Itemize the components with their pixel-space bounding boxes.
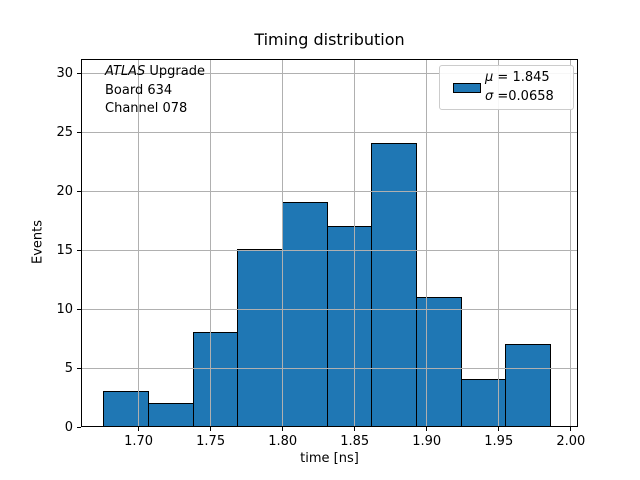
histogram-bar xyxy=(237,249,284,427)
x-gridline xyxy=(282,59,284,427)
x-gridline xyxy=(426,59,428,427)
y-gridline xyxy=(81,249,578,251)
x-tick-mark xyxy=(426,427,428,431)
x-gridline xyxy=(570,59,572,427)
x-tick-mark xyxy=(354,427,356,431)
histogram-bar xyxy=(281,202,329,427)
y-tick-label: 10 xyxy=(56,301,73,317)
annotation-line-3: Channel 078 xyxy=(105,101,188,116)
annotation-line-2: Board 634 xyxy=(105,82,173,98)
histogram-bar xyxy=(326,225,373,427)
y-gridline xyxy=(81,308,578,310)
y-tick-mark xyxy=(77,131,81,133)
histogram-bar xyxy=(460,379,507,427)
x-tick-label: 1.90 xyxy=(412,434,442,449)
plot-area xyxy=(81,59,578,427)
x-gridline xyxy=(138,59,140,427)
y-tick-mark xyxy=(77,249,81,251)
atlas-label: ATLAS xyxy=(105,64,146,79)
sigma-symbol: σ xyxy=(485,89,494,104)
x-tick-label: 1.70 xyxy=(124,434,154,449)
legend-swatch xyxy=(453,83,481,93)
annotation-block: ATLAS Upgrade Board 634 Channel 078 xyxy=(105,63,205,119)
sigma-value: =0.0658 xyxy=(493,89,554,104)
x-tick-label: 1.80 xyxy=(268,434,298,449)
y-gridline xyxy=(81,72,578,74)
x-gridline xyxy=(210,59,212,427)
x-axis-label: time [ns] xyxy=(300,451,359,466)
y-tick-label: 15 xyxy=(56,242,73,258)
histogram-bar xyxy=(147,402,195,427)
y-tick-mark xyxy=(77,308,81,310)
legend-mu-entry: μ = 1.845 xyxy=(485,68,569,87)
x-tick-mark xyxy=(570,427,572,431)
x-tick-mark xyxy=(282,427,284,431)
y-gridline xyxy=(81,131,578,133)
y-tick-mark xyxy=(77,426,81,428)
x-gridline xyxy=(354,59,356,427)
upgrade-label: Upgrade xyxy=(145,64,205,79)
y-gridline xyxy=(81,367,578,369)
y-gridline xyxy=(81,190,578,192)
y-tick-mark xyxy=(77,72,81,74)
histogram-bar xyxy=(505,343,552,427)
histogram-bar xyxy=(103,390,150,427)
chart-title: Timing distribution xyxy=(254,30,405,49)
legend-sigma-entry: σ =0.0658 xyxy=(485,87,569,106)
y-tick-label: 20 xyxy=(56,183,73,199)
x-tick-mark xyxy=(498,427,500,431)
x-gridline xyxy=(498,59,500,427)
y-tick-mark xyxy=(77,190,81,192)
legend-box: μ = 1.845 σ =0.0658 xyxy=(439,65,574,110)
x-tick-label: 1.85 xyxy=(340,434,370,449)
mu-symbol: μ xyxy=(485,70,494,85)
annotation-line-1: ATLAS Upgrade xyxy=(105,63,205,82)
y-tick-label: 5 xyxy=(64,360,73,376)
x-tick-mark xyxy=(210,427,212,431)
y-tick-label: 30 xyxy=(56,65,73,81)
x-tick-label: 1.95 xyxy=(484,434,514,449)
histogram-bar xyxy=(415,296,463,427)
legend-text: μ = 1.845 σ =0.0658 xyxy=(485,68,569,106)
histogram-bar xyxy=(192,331,239,427)
x-tick-mark xyxy=(138,427,140,431)
y-tick-label: 0 xyxy=(64,419,73,435)
x-tick-label: 2.00 xyxy=(556,434,586,449)
histogram-bar xyxy=(371,143,418,427)
x-tick-label: 1.75 xyxy=(196,434,226,449)
mu-value: = 1.845 xyxy=(493,70,550,85)
y-tick-label: 25 xyxy=(56,124,73,140)
y-tick-mark xyxy=(77,367,81,369)
